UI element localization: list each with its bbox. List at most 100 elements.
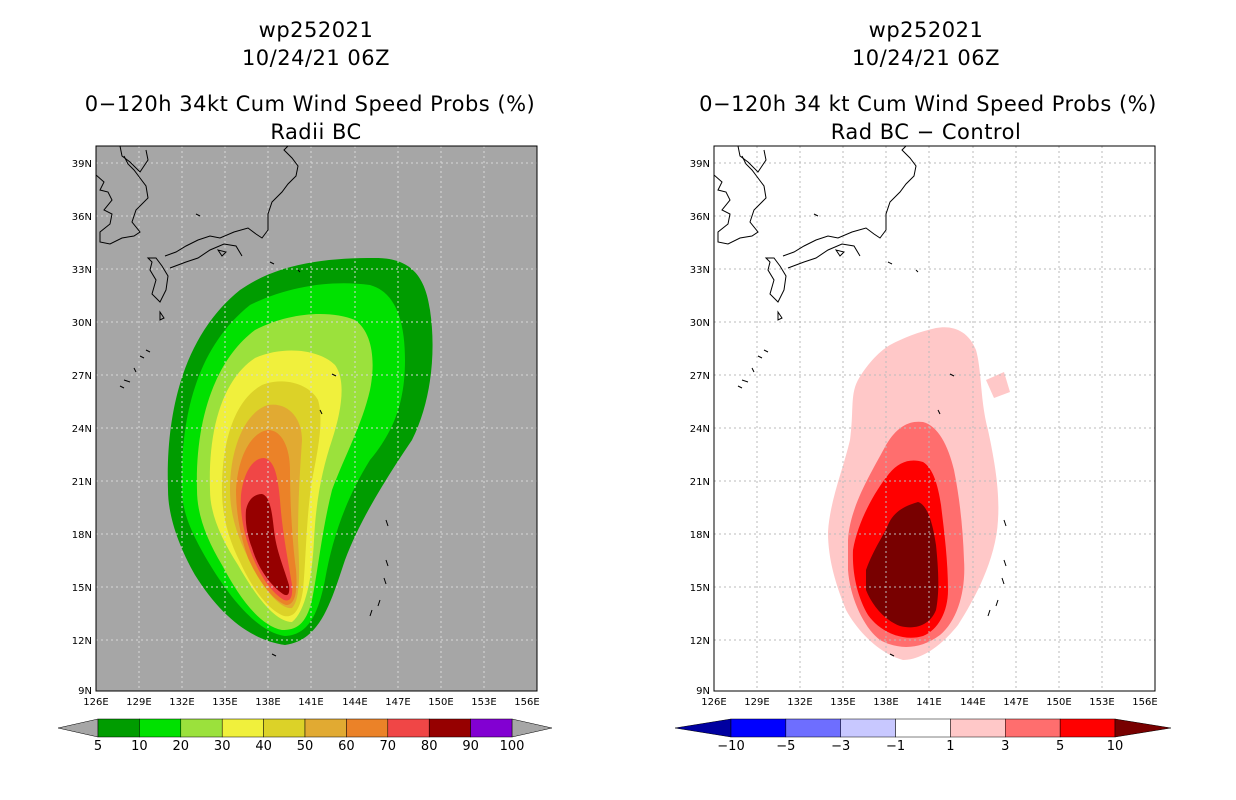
lat-tick-label: 24N <box>690 424 710 435</box>
left-title: 0−120h 34kt Cum Wind Speed Probs (%) <box>84 92 536 116</box>
diff-10 <box>866 502 939 628</box>
right-colorbar-swatch <box>840 718 896 738</box>
lon-tick-label: 150E <box>428 697 453 708</box>
lon-tick-label: 135E <box>830 697 855 708</box>
lon-tick-label: 156E <box>514 697 539 708</box>
lat-tick-label: 15N <box>72 583 92 594</box>
lat-tick-label: 39N <box>72 159 92 170</box>
lat-tick-label: 33N <box>72 265 92 276</box>
diff-1-b <box>854 400 870 422</box>
left-lon-ticks: 126E 129E 132E 135E 138E 141E 144E 147E … <box>83 697 539 708</box>
lon-tick-label: 129E <box>744 697 769 708</box>
left-storm-id: wp252021 <box>258 18 374 42</box>
left-colorbar-label: 5 <box>94 739 102 754</box>
right-colorbar: −10 −5 −3 −1 1 3 5 10 <box>674 718 1172 754</box>
lon-tick-label: 126E <box>83 697 108 708</box>
left-map-panel: 39N 36N 33N 30N 27N 24N 21N 18N 15N 12N … <box>57 145 553 754</box>
left-colorbar-swatch <box>304 718 347 738</box>
lat-tick-label: 9N <box>78 686 92 697</box>
lon-tick-label: 129E <box>126 697 151 708</box>
right-colorbar-label: 5 <box>1056 739 1064 754</box>
right-colorbar-under-arrow <box>674 718 732 738</box>
lon-tick-label: 153E <box>471 697 496 708</box>
lat-tick-label: 12N <box>690 636 710 647</box>
lat-tick-label: 27N <box>72 371 92 382</box>
left-colorbar-swatch <box>387 718 430 738</box>
lat-tick-label: 21N <box>72 477 92 488</box>
lon-tick-label: 153E <box>1089 697 1114 708</box>
lon-tick-label: 138E <box>255 697 280 708</box>
left-colorbar-label: 100 <box>500 739 525 754</box>
left-colorbar: 5 10 20 30 40 50 60 70 80 90 100 <box>57 718 553 754</box>
lat-tick-label: 39N <box>690 159 710 170</box>
left-colorbar-label: 90 <box>462 739 479 754</box>
lat-tick-label: 24N <box>72 424 92 435</box>
left-colorbar-over-arrow <box>511 718 553 738</box>
lat-tick-label: 36N <box>72 212 92 223</box>
lat-tick-label: 18N <box>72 530 92 541</box>
lon-tick-label: 141E <box>916 697 941 708</box>
right-colorbar-over-arrow <box>1114 718 1172 738</box>
left-coastlines <box>96 146 389 657</box>
lat-tick-label: 33N <box>690 265 710 276</box>
left-lat-ticks: 39N 36N 33N 30N 27N 24N 21N 18N 15N 12N … <box>72 159 92 697</box>
lon-tick-label: 135E <box>212 697 237 708</box>
left-colorbar-label: 80 <box>421 739 438 754</box>
right-colorbar-label: 3 <box>1001 739 1009 754</box>
left-subtitle: Radii BC <box>270 120 362 144</box>
lon-tick-label: 132E <box>787 697 812 708</box>
diff-1-c <box>986 372 1010 398</box>
lon-tick-label: 150E <box>1046 697 1071 708</box>
right-datetime: 10/24/21 06Z <box>851 46 1001 70</box>
left-probability-contours <box>167 258 433 645</box>
left-colorbar-label: 60 <box>338 739 355 754</box>
contour-80 <box>245 494 290 596</box>
right-storm-id: wp252021 <box>868 18 984 42</box>
left-colorbar-swatch <box>180 718 223 738</box>
left-colorbar-swatch <box>97 718 140 738</box>
right-colorbar-label: −5 <box>776 739 795 754</box>
left-colorbar-label: 20 <box>173 739 190 754</box>
right-colorbar-swatch <box>785 718 841 738</box>
right-grid <box>714 146 1155 691</box>
lat-tick-label: 36N <box>690 212 710 223</box>
left-colorbar-swatch <box>139 718 182 738</box>
lon-tick-label: 126E <box>701 697 726 708</box>
lat-tick-label: 12N <box>72 636 92 647</box>
left-colorbar-label: 30 <box>214 739 231 754</box>
left-colorbar-label: 70 <box>380 739 397 754</box>
lon-tick-label: 144E <box>960 697 985 708</box>
lon-tick-label: 141E <box>298 697 323 708</box>
right-coastlines <box>714 146 1007 657</box>
left-grid <box>96 146 537 691</box>
left-colorbar-swatch <box>470 718 513 738</box>
left-colorbar-swatch <box>221 718 264 738</box>
lon-tick-label: 144E <box>342 697 367 708</box>
left-map-frame <box>95 145 538 692</box>
right-colorbar-label: 1 <box>946 739 954 754</box>
right-colorbar-swatch <box>895 718 951 738</box>
right-colorbar-swatch <box>730 718 787 738</box>
right-colorbar-swatch <box>1059 718 1116 738</box>
lon-tick-label: 138E <box>873 697 898 708</box>
lat-tick-label: 9N <box>696 686 710 697</box>
right-lon-ticks: 126E 129E 132E 135E 138E 141E 144E 147E … <box>701 697 1157 708</box>
right-difference-contours <box>828 327 1010 660</box>
left-datetime: 10/24/21 06Z <box>241 46 391 70</box>
left-colorbar-label: 50 <box>297 739 314 754</box>
left-colorbar-swatch <box>428 718 471 738</box>
right-colorbar-swatch <box>950 718 1006 738</box>
left-colorbar-label: 10 <box>131 739 148 754</box>
left-colorbar-swatch <box>346 718 389 738</box>
right-colorbar-label: −10 <box>717 739 744 754</box>
right-lat-ticks: 39N 36N 33N 30N 27N 24N 21N 18N 15N 12N … <box>690 159 710 697</box>
right-colorbar-label: −1 <box>886 739 905 754</box>
lon-tick-label: 132E <box>169 697 194 708</box>
lat-tick-label: 30N <box>690 318 710 329</box>
left-colorbar-swatch <box>263 718 306 738</box>
lat-tick-label: 15N <box>690 583 710 594</box>
lon-tick-label: 156E <box>1132 697 1157 708</box>
lat-tick-label: 18N <box>690 530 710 541</box>
right-colorbar-swatch <box>1005 718 1061 738</box>
lon-tick-label: 147E <box>385 697 410 708</box>
